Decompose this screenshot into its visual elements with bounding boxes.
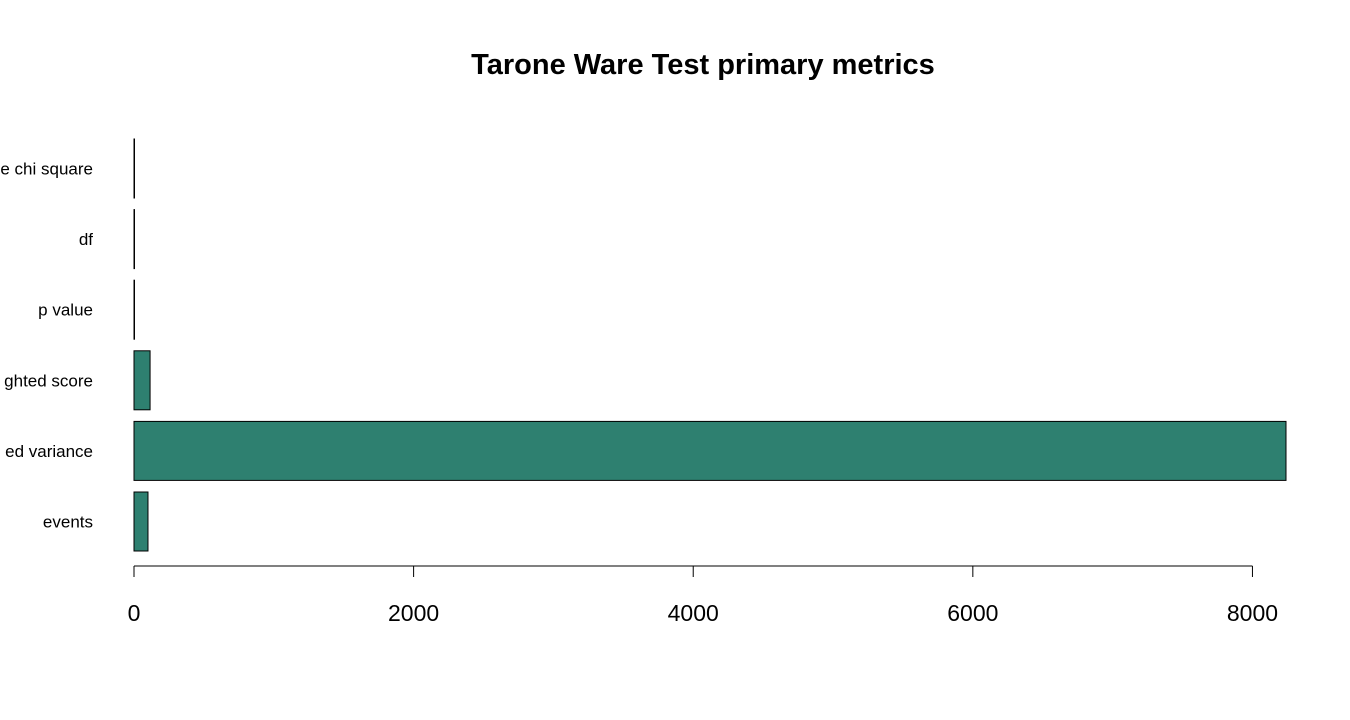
category-label-2: p value (38, 301, 93, 320)
category-label-3: ghted score (4, 371, 93, 390)
chart-title: Tarone Ware Test primary metrics (471, 49, 935, 81)
category-labels: e chi square df p value ghted score ed varia… (0, 160, 93, 532)
category-label-4: ed variance (5, 442, 93, 461)
bars-group (133, 138, 1287, 552)
bar-4 (133, 420, 1287, 481)
category-label-1: df (79, 230, 93, 249)
x-axis: 0 2000 4000 6000 8000 (128, 565, 1278, 626)
x-tick-label-0: 0 (128, 600, 141, 626)
bar-0 (133, 138, 135, 199)
bar-5 (133, 491, 149, 552)
x-tick-label-2: 4000 (668, 600, 719, 626)
category-label-0: e chi square (0, 160, 93, 179)
x-tick-label-1: 2000 (388, 600, 439, 626)
bar-2 (133, 279, 135, 340)
bar-3 (133, 350, 151, 411)
x-tick-label-3: 6000 (947, 600, 998, 626)
bar-1 (133, 209, 135, 270)
category-label-5: events (43, 513, 93, 532)
x-tick-label-4: 8000 (1227, 600, 1278, 626)
